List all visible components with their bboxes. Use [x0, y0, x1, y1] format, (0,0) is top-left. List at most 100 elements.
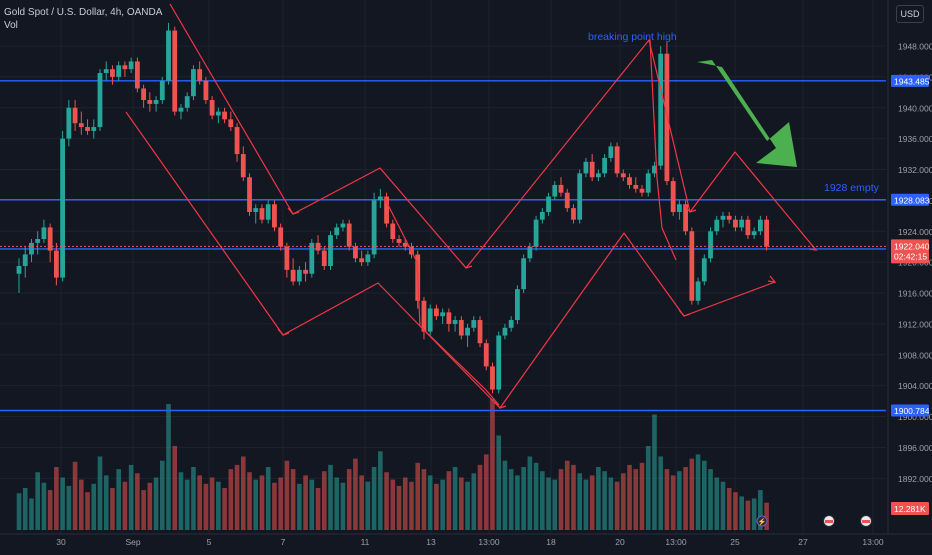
volume-bar	[689, 458, 695, 530]
volume-bar	[396, 485, 402, 530]
volume-bar	[664, 469, 670, 530]
candle-body	[434, 308, 439, 317]
volume-bar	[670, 475, 676, 530]
volume-bar	[197, 475, 202, 530]
volume-bar	[465, 481, 470, 530]
pattern-trendline	[649, 39, 677, 261]
candle-body	[739, 219, 745, 228]
volume-bar	[708, 469, 713, 530]
volume-bar	[29, 498, 34, 530]
volume-bar	[434, 483, 439, 530]
price-tick-label: 1936.000	[898, 134, 932, 144]
volume-bar	[278, 477, 283, 530]
candle-body	[521, 258, 527, 290]
volume-bar	[527, 456, 533, 530]
candle-body	[296, 269, 302, 282]
volume-bar	[184, 479, 190, 530]
candle-body	[390, 223, 396, 239]
candle-body	[614, 146, 620, 174]
volume-bar	[571, 464, 576, 530]
candle-body	[421, 300, 427, 332]
last-price-tag	[891, 239, 929, 264]
economic-event-flag-stripe	[825, 520, 833, 523]
volume-bar	[758, 490, 763, 530]
candle-body	[757, 219, 763, 232]
candle-body	[228, 119, 234, 128]
candle-body	[508, 320, 514, 328]
price-tick-label: 1948.000	[898, 42, 932, 52]
candle-body	[85, 127, 90, 131]
candle-body	[203, 80, 209, 101]
currency-button[interactable]: USD	[896, 5, 924, 23]
volume-bar	[452, 467, 458, 530]
candle-body	[483, 343, 489, 367]
level-price-label: 1928.083	[894, 195, 930, 205]
time-tick-label: 18	[546, 537, 556, 547]
volume-bar	[589, 475, 595, 530]
candle-body	[315, 242, 321, 251]
volume-bar	[390, 479, 396, 530]
time-tick-label: 11	[361, 537, 370, 547]
volume-bar	[54, 467, 59, 530]
volume-bar	[546, 477, 551, 530]
candle-body	[602, 157, 608, 174]
volume-bar	[97, 456, 103, 530]
volume-bar	[122, 481, 128, 530]
candle-body	[658, 53, 664, 166]
economic-event-flag-stripe	[862, 520, 870, 523]
level-price-label: 1943.485	[894, 76, 930, 86]
candle-body	[35, 239, 41, 243]
candle-body	[402, 242, 408, 247]
candle-body	[97, 73, 103, 128]
candle-body	[72, 107, 78, 124]
pattern-trendline	[383, 196, 500, 406]
volume-bar	[72, 461, 78, 530]
volume-bar	[365, 481, 371, 530]
bearish-arrow-icon	[697, 60, 797, 167]
candle-body	[583, 161, 589, 174]
candle-body	[764, 219, 769, 247]
candle-body	[234, 127, 240, 155]
symbol-title: Gold Spot / U.S. Dollar, 4h, OANDA	[4, 7, 163, 18]
candle-body	[209, 100, 215, 116]
level-price-tag	[891, 193, 929, 206]
volume-bar	[714, 477, 720, 530]
price-tick-label: 1896.000	[898, 443, 932, 453]
candle-body	[172, 30, 178, 112]
candle-body	[309, 242, 315, 274]
volume-bar	[203, 483, 209, 530]
volume-bar	[515, 475, 520, 530]
candle-body	[701, 258, 707, 282]
candle-body	[22, 254, 28, 267]
candle-body	[452, 320, 458, 324]
volume-bar	[627, 464, 632, 530]
level-price-tag	[891, 74, 929, 87]
candle-body	[726, 215, 732, 220]
candle-body	[377, 196, 383, 201]
candle-body	[134, 61, 140, 89]
volume-bar	[720, 481, 726, 530]
volume-bar	[483, 454, 489, 530]
volume-bar	[608, 477, 614, 530]
volume-bar	[253, 479, 259, 530]
candle-body	[676, 204, 682, 212]
candle-body	[334, 227, 340, 236]
volume-bar	[353, 458, 358, 530]
level-price-tag	[891, 404, 929, 417]
volume-bar	[116, 469, 121, 530]
volume-bar	[103, 475, 109, 530]
volume-bar	[284, 460, 290, 530]
volume-bar	[645, 446, 651, 530]
time-tick-label: Sep	[125, 537, 140, 547]
volume-bar	[340, 482, 346, 530]
volume-bar	[533, 462, 539, 530]
candle-body	[458, 320, 464, 336]
annotation-breaking-point: breaking point high	[588, 31, 677, 43]
volume-bar	[222, 488, 227, 530]
price-axis-background	[888, 0, 932, 534]
volume-bar	[739, 496, 744, 530]
candle-body	[340, 223, 346, 228]
candle-body	[353, 246, 358, 259]
